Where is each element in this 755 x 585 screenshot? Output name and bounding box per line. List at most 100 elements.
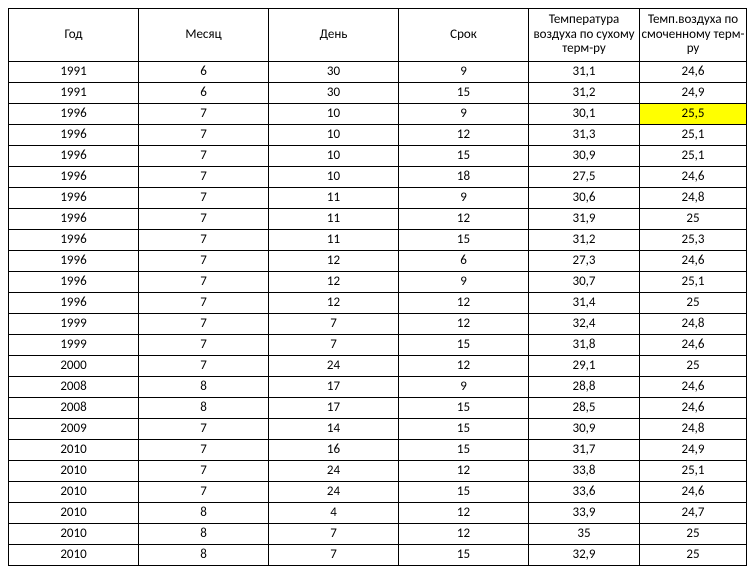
- table-cell: 24: [269, 482, 399, 503]
- table-cell: 24,8: [640, 419, 747, 440]
- table-cell: 8: [139, 524, 269, 545]
- table-cell: 25: [640, 293, 747, 314]
- table-body: 1991630931,124,619916301531,224,91996710…: [9, 62, 747, 566]
- col-header-year: Год: [9, 9, 139, 62]
- table-cell: 25,3: [640, 230, 747, 251]
- table-cell: 1996: [9, 230, 139, 251]
- table-cell: 31,9: [529, 209, 640, 230]
- table-row: 20107241533,624,6: [9, 482, 747, 503]
- table-cell: 1999: [9, 314, 139, 335]
- table-cell: 7: [139, 293, 269, 314]
- col-header-day: День: [269, 9, 399, 62]
- table-cell: 15: [399, 83, 529, 104]
- table-row: 20088171528,524,6: [9, 398, 747, 419]
- table-cell: 6: [139, 83, 269, 104]
- table-row: 1999771531,824,6: [9, 335, 747, 356]
- table-cell: 25: [640, 209, 747, 230]
- table-cell: 31,4: [529, 293, 640, 314]
- table-cell: 1991: [9, 62, 139, 83]
- table-cell: 9: [399, 272, 529, 293]
- table-cell: 9: [399, 104, 529, 125]
- table-cell: 17: [269, 398, 399, 419]
- table-cell: 28,8: [529, 377, 640, 398]
- col-header-wet-temp: Темп.воздуха по смоченному терм-ру: [640, 9, 747, 62]
- table-cell: 31,1: [529, 62, 640, 83]
- table-cell: 30: [269, 62, 399, 83]
- table-cell: 7: [139, 314, 269, 335]
- table-cell: 12: [269, 272, 399, 293]
- table-cell: 11: [269, 209, 399, 230]
- table-cell: 7: [139, 251, 269, 272]
- table-cell: 7: [269, 314, 399, 335]
- table-cell: 11: [269, 230, 399, 251]
- table-cell: 31,8: [529, 335, 640, 356]
- table-cell: 10: [269, 146, 399, 167]
- table-row: 19967101827,524,6: [9, 167, 747, 188]
- table-cell: 10: [269, 125, 399, 146]
- table-cell: 18: [399, 167, 529, 188]
- table-row: 19967101231,325,1: [9, 125, 747, 146]
- table-cell: 2010: [9, 440, 139, 461]
- table-header: Год Месяц День Срок Температура воздуха …: [9, 9, 747, 62]
- table-cell: 2008: [9, 377, 139, 398]
- table-cell: 33,6: [529, 482, 640, 503]
- table-row: 2010841233,924,7: [9, 503, 747, 524]
- table-cell: 11: [269, 188, 399, 209]
- table-cell: 12: [399, 503, 529, 524]
- table-cell: 7: [139, 461, 269, 482]
- table-cell: 12: [269, 293, 399, 314]
- table-row: 1991630931,124,6: [9, 62, 747, 83]
- table-cell: 7: [139, 356, 269, 377]
- table-cell: 2010: [9, 482, 139, 503]
- table-row: 19967111231,925: [9, 209, 747, 230]
- table-cell: 24,9: [640, 83, 747, 104]
- table-row: 19916301531,224,9: [9, 83, 747, 104]
- table-cell: 6: [139, 62, 269, 83]
- table-cell: 12: [269, 251, 399, 272]
- table-row: 19967111531,225,3: [9, 230, 747, 251]
- table-cell: 24,6: [640, 335, 747, 356]
- table-cell: 30,6: [529, 188, 640, 209]
- table-cell: 1996: [9, 251, 139, 272]
- table-cell: 12: [399, 209, 529, 230]
- table-cell: 15: [399, 419, 529, 440]
- table-cell: 25,5: [640, 104, 747, 125]
- table-cell: 1996: [9, 188, 139, 209]
- table-cell: 30,9: [529, 146, 640, 167]
- table-cell: 7: [139, 104, 269, 125]
- table-cell: 25,1: [640, 461, 747, 482]
- table-cell: 28,5: [529, 398, 640, 419]
- table-cell: 24,8: [640, 314, 747, 335]
- table-cell: 10: [269, 167, 399, 188]
- table-cell: 7: [139, 167, 269, 188]
- table-cell: 25: [640, 356, 747, 377]
- table-row: 20107161531,724,9: [9, 440, 747, 461]
- table-row: 1996712627,324,6: [9, 251, 747, 272]
- table-cell: 25,1: [640, 125, 747, 146]
- table-cell: 2010: [9, 503, 139, 524]
- table-cell: 15: [399, 482, 529, 503]
- table-cell: 7: [139, 440, 269, 461]
- table-cell: 15: [399, 335, 529, 356]
- table-cell: 24,6: [640, 377, 747, 398]
- table-cell: 8: [139, 503, 269, 524]
- table-cell: 24: [269, 461, 399, 482]
- table-cell: 24,6: [640, 62, 747, 83]
- table-cell: 24,6: [640, 398, 747, 419]
- table-cell: 25: [640, 524, 747, 545]
- col-header-month: Месяц: [139, 9, 269, 62]
- table-cell: 7: [139, 188, 269, 209]
- table-cell: 7: [269, 335, 399, 356]
- table-cell: 1996: [9, 209, 139, 230]
- table-cell: 31,7: [529, 440, 640, 461]
- table-cell: 1996: [9, 146, 139, 167]
- table-cell: 24,7: [640, 503, 747, 524]
- table-cell: 24,8: [640, 188, 747, 209]
- table-cell: 17: [269, 377, 399, 398]
- table-cell: 15: [399, 545, 529, 566]
- weather-data-table: Год Месяц День Срок Температура воздуха …: [8, 8, 747, 566]
- table-cell: 7: [139, 230, 269, 251]
- table-cell: 7: [139, 482, 269, 503]
- table-cell: 30,7: [529, 272, 640, 293]
- table-cell: 7: [139, 125, 269, 146]
